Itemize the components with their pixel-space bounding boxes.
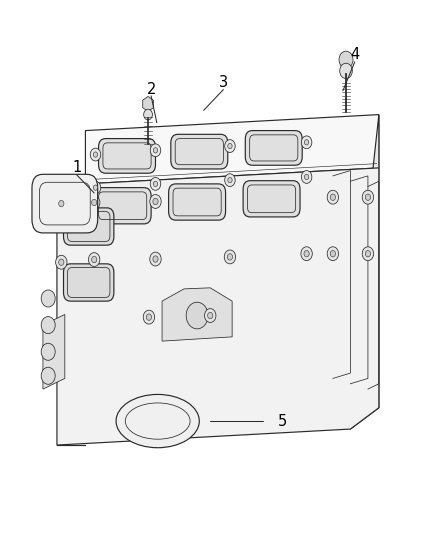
FancyBboxPatch shape	[245, 131, 302, 165]
Circle shape	[41, 317, 55, 334]
Circle shape	[224, 250, 236, 264]
FancyBboxPatch shape	[243, 181, 300, 217]
Circle shape	[153, 181, 158, 187]
Circle shape	[365, 194, 371, 200]
Circle shape	[93, 152, 98, 157]
Circle shape	[92, 256, 97, 263]
Circle shape	[153, 148, 158, 153]
Circle shape	[330, 194, 336, 200]
Circle shape	[41, 367, 55, 384]
Circle shape	[153, 256, 158, 262]
Polygon shape	[162, 288, 232, 341]
Circle shape	[41, 343, 55, 360]
Polygon shape	[350, 115, 379, 429]
Circle shape	[228, 177, 232, 183]
Circle shape	[225, 140, 235, 152]
Circle shape	[150, 144, 161, 157]
FancyBboxPatch shape	[171, 134, 228, 169]
Circle shape	[205, 309, 216, 322]
FancyBboxPatch shape	[169, 184, 226, 220]
Circle shape	[41, 290, 55, 307]
Circle shape	[146, 314, 152, 320]
Circle shape	[56, 255, 67, 269]
Circle shape	[228, 143, 232, 149]
Circle shape	[59, 200, 64, 207]
Text: 2: 2	[146, 82, 156, 97]
Circle shape	[304, 140, 309, 145]
Circle shape	[144, 109, 152, 120]
Circle shape	[327, 247, 339, 261]
FancyBboxPatch shape	[64, 208, 114, 245]
Circle shape	[90, 148, 101, 161]
Circle shape	[92, 199, 97, 206]
Circle shape	[365, 251, 371, 257]
Circle shape	[88, 253, 100, 266]
Circle shape	[186, 302, 208, 329]
Circle shape	[150, 177, 161, 190]
Circle shape	[339, 51, 353, 68]
Circle shape	[153, 198, 158, 205]
Text: 3: 3	[219, 75, 228, 90]
Circle shape	[93, 185, 98, 190]
Circle shape	[56, 197, 67, 211]
Circle shape	[304, 174, 309, 180]
Circle shape	[59, 259, 64, 265]
Circle shape	[304, 251, 309, 257]
Ellipse shape	[116, 394, 199, 448]
FancyBboxPatch shape	[64, 264, 114, 301]
Text: 1: 1	[72, 160, 81, 175]
Circle shape	[227, 254, 233, 260]
Polygon shape	[57, 168, 379, 445]
Text: 4: 4	[350, 47, 360, 62]
FancyBboxPatch shape	[32, 174, 98, 233]
Polygon shape	[43, 314, 65, 389]
Circle shape	[301, 136, 312, 149]
Circle shape	[88, 196, 100, 209]
Polygon shape	[143, 96, 153, 111]
Circle shape	[301, 171, 312, 183]
Circle shape	[330, 251, 336, 257]
Circle shape	[208, 312, 213, 319]
Circle shape	[143, 310, 155, 324]
Circle shape	[90, 181, 101, 194]
Text: 5: 5	[278, 414, 287, 429]
Polygon shape	[85, 115, 379, 184]
Circle shape	[362, 247, 374, 261]
Circle shape	[150, 252, 161, 266]
Circle shape	[225, 174, 235, 187]
FancyBboxPatch shape	[94, 188, 151, 224]
Circle shape	[150, 195, 161, 208]
Circle shape	[340, 63, 352, 78]
Circle shape	[327, 190, 339, 204]
Circle shape	[362, 190, 374, 204]
Circle shape	[301, 247, 312, 261]
FancyBboxPatch shape	[99, 139, 155, 173]
